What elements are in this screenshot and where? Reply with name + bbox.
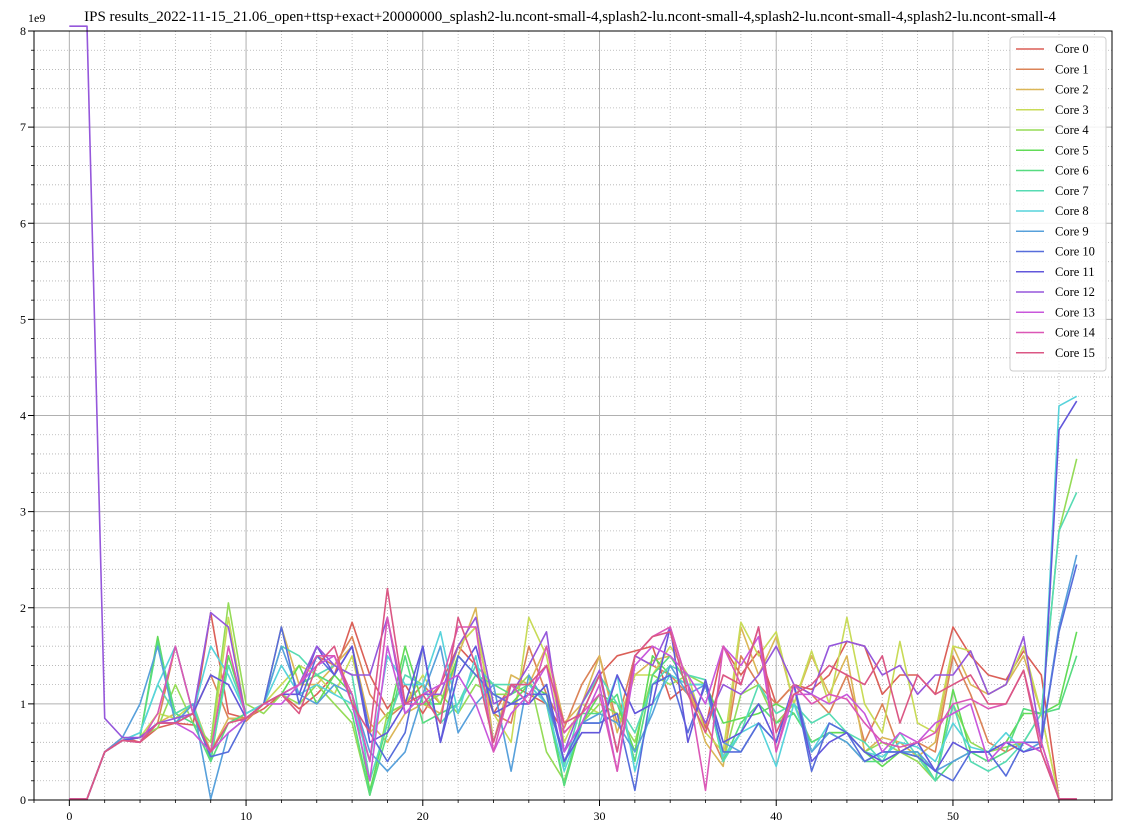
- series-line-core-15: [69, 587, 1077, 800]
- series-line-core-10: [69, 564, 1078, 800]
- legend-label: Core 9: [1055, 224, 1089, 238]
- series-line-core-13: [69, 635, 1077, 800]
- legend-label: Core 2: [1055, 83, 1089, 97]
- x-tick-label: 50: [947, 809, 959, 823]
- legend-label: Core 7: [1055, 184, 1089, 198]
- series-line-core-14: [69, 616, 1077, 800]
- legend-box: [1009, 36, 1107, 372]
- legend-label: Core 15: [1055, 346, 1095, 360]
- x-tick-label: 20: [417, 809, 429, 823]
- chart-title: IPS results_2022-11-15_21.06_open+ttsp+e…: [84, 9, 1056, 25]
- legend-label: Core 8: [1055, 204, 1089, 218]
- legend-label: Core 10: [1055, 245, 1095, 259]
- legend: Core 0 Core 1 Core 2 Core 3 Core 4 Core 5 Core…: [1009, 36, 1107, 372]
- y-tick-label: 7: [20, 120, 26, 134]
- y-tick-label: 6: [20, 216, 26, 230]
- y-tick-label: 4: [20, 409, 26, 423]
- y-tick-label: 1: [20, 697, 26, 711]
- legend-label: Core 6: [1055, 164, 1089, 178]
- y-tick-label: 8: [20, 24, 26, 38]
- legend-label: Core 13: [1055, 305, 1095, 319]
- y-tick-label: 0: [20, 793, 26, 807]
- legend-label: Core 0: [1055, 42, 1089, 56]
- x-tick-label: 10: [240, 809, 252, 823]
- y-tick-label: 3: [20, 505, 26, 519]
- legend-label: Core 11: [1055, 265, 1094, 279]
- series-line-core-12: [69, 25, 1077, 800]
- y-tick-label: 5: [20, 312, 26, 326]
- y-tick-label: 2: [20, 601, 26, 615]
- x-tick-label: 30: [594, 809, 606, 823]
- series-lines: [69, 25, 1078, 800]
- legend-label: Core 12: [1055, 285, 1095, 299]
- legend-label: Core 4: [1055, 123, 1089, 137]
- legend-label: Core 14: [1055, 326, 1096, 340]
- legend-label: Core 3: [1055, 103, 1089, 117]
- series-line-core-11: [69, 400, 1078, 800]
- legend-label: Core 1: [1055, 62, 1089, 76]
- y-axis-multiplier: 1e9: [28, 11, 45, 25]
- legend-label: Core 5: [1055, 143, 1089, 157]
- x-tick-label: 0: [66, 809, 72, 823]
- axis-ticks: 0 10 20 30 40 50 0 1 2 3 4 5 6 7 8: [20, 24, 1095, 823]
- x-tick-label: 40: [770, 809, 782, 823]
